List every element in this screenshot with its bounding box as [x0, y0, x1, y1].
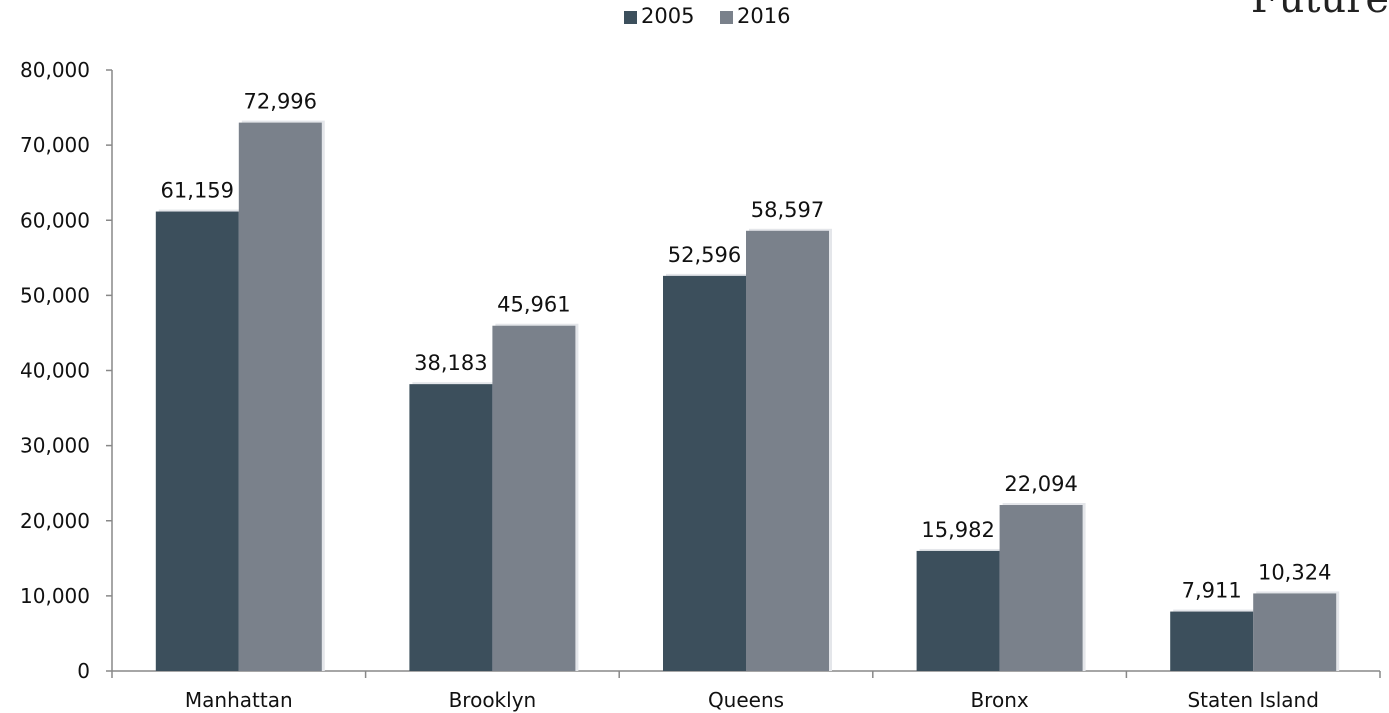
y-tick-label: 50,000 [20, 283, 90, 307]
y-tick-label: 30,000 [20, 434, 90, 458]
bar-2016-queens [746, 230, 829, 671]
data-label: 52,596 [668, 243, 741, 267]
corner-text: Future [1251, 0, 1389, 22]
category-label: Queens [708, 688, 784, 712]
data-label: 58,597 [751, 198, 824, 222]
data-label: 10,324 [1258, 560, 1331, 584]
bar-2005-manhattan [155, 211, 239, 671]
bar-2016-bronx [999, 505, 1083, 671]
x-axis: Manhattan Brooklyn Queens Bronx Staten Islan… [111, 670, 1381, 712]
legend-label-2016: 2016 [737, 4, 790, 28]
y-tick-label: 80,000 [20, 58, 90, 82]
y-tick-label: 0 [77, 659, 90, 683]
legend-label-2005: 2005 [641, 4, 694, 28]
y-tick-label: 20,000 [20, 509, 90, 533]
data-label: 22,094 [1004, 472, 1077, 496]
bar-2016-staten-island [1253, 593, 1337, 671]
bar-2016-brooklyn [492, 325, 576, 671]
y-tick-label: 10,000 [20, 584, 90, 608]
y-tick-label: 40,000 [20, 359, 90, 383]
bar-2005-staten-island [1170, 611, 1254, 671]
category-label: Staten Island [1187, 688, 1318, 712]
bar-2005-bronx [916, 550, 1000, 671]
data-label: 45,961 [497, 293, 570, 317]
legend-swatch-2016 [720, 11, 733, 24]
data-labels: 61,159 72,996 38,183 45,961 52,596 58,597 15,9… [161, 90, 1332, 603]
bar-2005-brooklyn [409, 384, 493, 671]
category-label: Brooklyn [449, 688, 537, 712]
data-label: 7,911 [1182, 579, 1242, 603]
bars [155, 120, 1340, 671]
legend: 2005 2016 [624, 4, 790, 28]
y-tick-label: 60,000 [20, 208, 90, 232]
y-tick-label: 70,000 [20, 133, 90, 157]
data-label: 72,996 [244, 90, 317, 114]
data-label: 61,159 [161, 179, 234, 203]
category-label: Bronx [970, 688, 1028, 712]
legend-swatch-2005 [624, 11, 637, 24]
category-label: Manhattan [185, 688, 293, 712]
bar-2005-queens [663, 275, 746, 671]
y-axis: 0 10,000 20,000 30,000 40,000 50,000 60,000 70,… [20, 58, 113, 683]
data-label: 15,982 [921, 518, 994, 542]
data-label: 38,183 [414, 351, 487, 375]
bar-2016-manhattan [238, 122, 322, 671]
